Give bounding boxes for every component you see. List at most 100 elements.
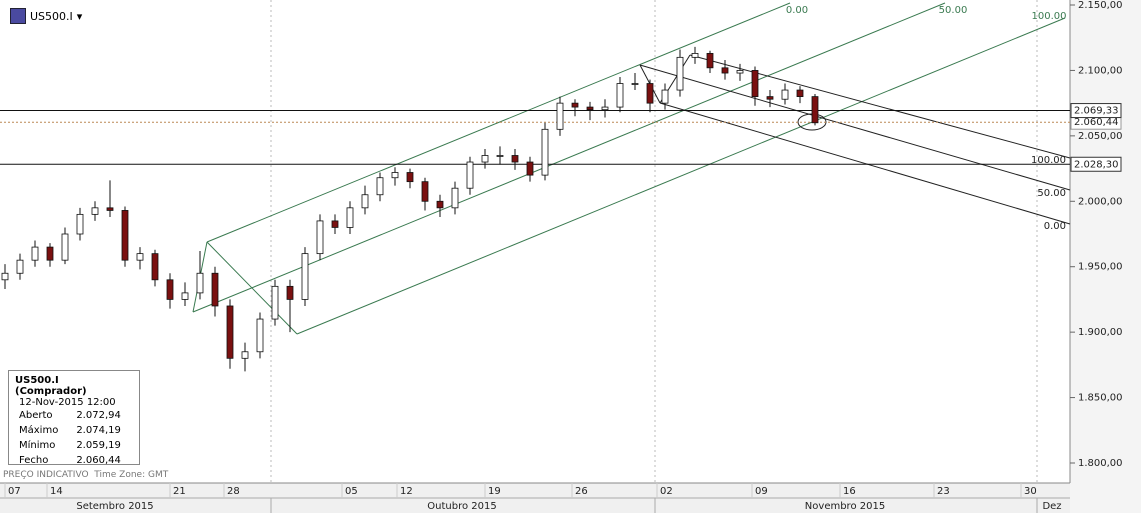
- y-tick-label: 2.000,00: [1078, 196, 1123, 207]
- candle-body: [166, 279, 174, 300]
- x-tick-label: 30: [1024, 486, 1037, 497]
- month-label: Outubro 2015: [427, 501, 496, 512]
- x-tick-label: 05: [345, 486, 358, 497]
- fib-label: 100.00: [1031, 155, 1066, 166]
- candle-body: [346, 207, 354, 228]
- info-table: Aberto 2.072,94 Máximo 2.074,19 Mínimo 2.059,…: [19, 408, 121, 468]
- x-tick-label: 21: [173, 486, 186, 497]
- candle-body: [526, 161, 534, 176]
- info-title: US500.I (Comprador): [15, 375, 87, 397]
- candle-body: [106, 207, 114, 211]
- candle-body: [811, 96, 819, 124]
- candle-body: [271, 285, 279, 320]
- info-key: Aberto: [19, 410, 53, 421]
- info-row: Máximo 2.074,19: [19, 423, 121, 438]
- info-value: 2.059,19: [76, 440, 121, 451]
- candle-body: [331, 220, 339, 228]
- y-tick-label: 1.900,00: [1078, 327, 1123, 338]
- candle-body: [586, 106, 594, 111]
- green-pitchfork: [192, 2, 1066, 335]
- month-grid: [270, 0, 1038, 483]
- symbol-header[interactable]: US500.I ▾: [10, 8, 82, 24]
- candle-body: [226, 305, 234, 359]
- info-key: Mínimo: [19, 440, 56, 451]
- pitchfork-line: [192, 2, 946, 313]
- candle-body: [706, 53, 714, 69]
- x-tick-label: 09: [755, 486, 768, 497]
- symbol-icon: [10, 8, 26, 24]
- candle-body: [31, 246, 39, 261]
- candles: [1, 46, 819, 372]
- candle-body: [541, 128, 549, 176]
- info-key: Máximo: [19, 425, 59, 436]
- candle-body: [481, 155, 489, 163]
- price-label: 2.028,30: [1074, 159, 1119, 170]
- candle-body: [136, 253, 144, 261]
- price-label: 2.069,33: [1074, 106, 1119, 117]
- candle-body: [766, 96, 774, 100]
- candle-body: [151, 253, 159, 281]
- candle-body: [796, 89, 804, 98]
- candle-body: [616, 83, 624, 108]
- x-tick-label: 02: [660, 486, 673, 497]
- candle-body: [376, 177, 384, 196]
- candle-body: [286, 285, 294, 300]
- pitchfork-line: [296, 17, 1066, 335]
- x-tick-label: 14: [50, 486, 63, 497]
- pitchfork-line: [659, 102, 1071, 225]
- x-tick-label: 23: [937, 486, 950, 497]
- info-date: 12-Nov-2015 12:00: [19, 397, 116, 408]
- candle-body: [721, 67, 729, 74]
- info-value: 2.074,19: [76, 425, 121, 436]
- candle-body: [601, 106, 609, 111]
- candle-body: [196, 272, 204, 294]
- fib-label: 100.00: [1032, 11, 1067, 22]
- candle-body: [181, 292, 189, 300]
- pitchfork-labels: 0.00 50.00 100.00 100.00 50.00 0.00: [786, 5, 1067, 232]
- footer: PREÇO INDICATIVO Time Zone: GMT: [3, 470, 168, 480]
- price-label: 2.060,44: [1074, 117, 1119, 128]
- candle-body: [61, 233, 69, 261]
- plot-area: [0, 0, 1070, 483]
- candle-body: [46, 246, 54, 261]
- candle-body: [466, 161, 474, 189]
- candle-body: [421, 181, 429, 202]
- y-tick-label: 2.100,00: [1078, 65, 1123, 76]
- info-row: Aberto 2.072,94: [19, 408, 121, 423]
- x-tick-label: 12: [400, 486, 413, 497]
- candle-body: [631, 83, 639, 85]
- fib-label: 50.00: [939, 5, 968, 16]
- candle-body: [691, 53, 699, 58]
- candle-body: [781, 89, 789, 100]
- footer-timezone: Time Zone: GMT: [94, 470, 169, 480]
- x-tick-label: 26: [575, 486, 588, 497]
- candle-body: [511, 155, 519, 163]
- candle-body: [436, 200, 444, 209]
- y-tick-label: 2.150,00: [1078, 0, 1123, 11]
- candle-body: [316, 220, 324, 255]
- pitchfork-line: [639, 64, 1071, 191]
- info-value: 2.060,44: [76, 455, 121, 466]
- candle-body: [736, 70, 744, 74]
- candle-body: [391, 172, 399, 179]
- fib-label: 0.00: [1044, 221, 1066, 232]
- month-label: Setembro 2015: [76, 501, 153, 512]
- x-tick-label: 28: [227, 486, 240, 497]
- candle-body: [571, 102, 579, 108]
- candle-body: [256, 318, 264, 353]
- y-tick-label: 1.800,00: [1078, 458, 1123, 469]
- x-tick-label: 19: [488, 486, 501, 497]
- price-box: [1070, 156, 1122, 172]
- candle-body: [301, 253, 309, 300]
- candle-body: [646, 83, 654, 104]
- candle-body: [241, 351, 249, 359]
- candle-body: [1, 272, 9, 281]
- footer-note: PREÇO INDICATIVO: [3, 470, 89, 480]
- month-label: Dez: [1042, 501, 1061, 512]
- info-box: US500.I (Comprador) 12-Nov-2015 12:00 Ab…: [8, 370, 140, 468]
- x-tick-label: 16: [843, 486, 856, 497]
- candle-body: [496, 155, 504, 157]
- month-label: Novembro 2015: [805, 501, 885, 512]
